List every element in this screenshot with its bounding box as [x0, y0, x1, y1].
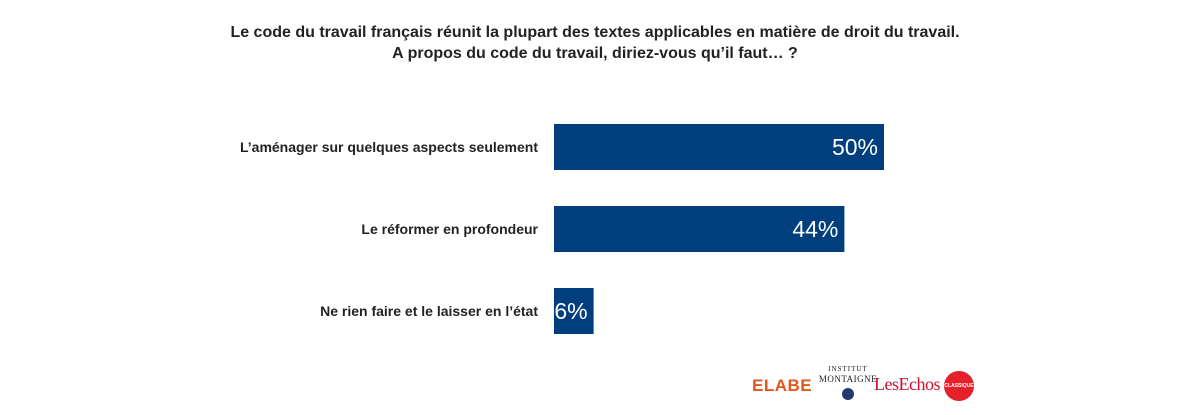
montaigne-seal-icon: [842, 388, 854, 400]
category-label: L’aménager sur quelques aspects seulemen…: [240, 139, 538, 155]
bar: [554, 206, 845, 252]
chart-title-line-2: A propos du code du travail, diriez-vous…: [392, 45, 798, 62]
classique-logo-text: CLASSIQUE: [944, 383, 974, 389]
partner-logos: ELABE INSTITUT MONTAIGNE LesEchos CLASSI…: [748, 362, 988, 410]
institut-logo-line-1: INSTITUT: [828, 365, 868, 373]
elabe-logo: ELABE: [752, 376, 813, 395]
radio-classique-logo: CLASSIQUE: [944, 371, 974, 401]
bar: [554, 288, 594, 334]
institut-montaigne-logo: INSTITUT MONTAIGNE: [818, 365, 878, 400]
value-label: 50%: [832, 134, 878, 160]
category-label: Le réformer en profondeur: [361, 221, 538, 237]
chart-title-line-1: Le code du travail français réunit la pl…: [230, 24, 960, 41]
bar: [554, 124, 884, 170]
category-label: Ne rien faire et le laisser en l’état: [320, 303, 538, 319]
value-label: 44%: [792, 216, 838, 242]
chart-title: Le code du travail français réunit la pl…: [0, 22, 1190, 64]
institut-logo-line-2: MONTAIGNE: [818, 374, 878, 384]
les-echos-logo: LesEchos: [874, 374, 940, 394]
value-label: 6%: [554, 298, 587, 324]
